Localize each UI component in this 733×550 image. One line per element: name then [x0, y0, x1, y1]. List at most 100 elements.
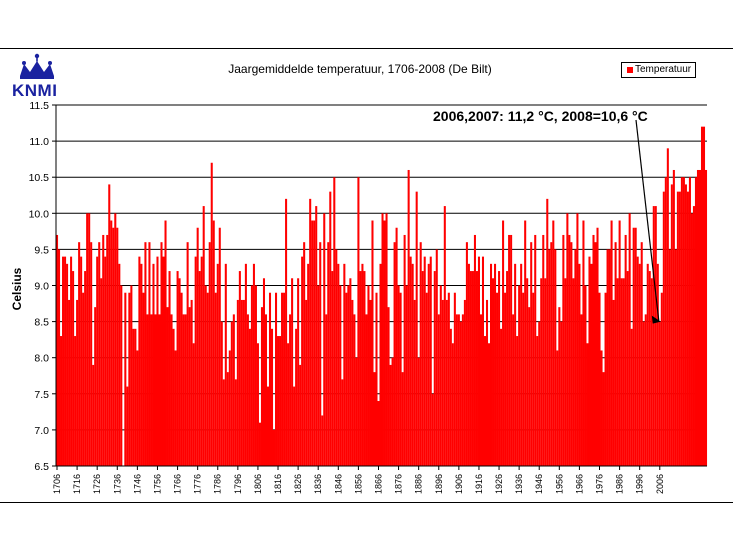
- bar: [234, 379, 237, 466]
- bar: [540, 278, 543, 466]
- bar: [522, 292, 525, 466]
- bar: [536, 336, 539, 466]
- bar: [194, 256, 197, 466]
- bar: [369, 299, 372, 466]
- bar: [550, 242, 553, 466]
- bar: [700, 126, 704, 466]
- bar: [268, 292, 272, 466]
- bar: [658, 321, 661, 466]
- bar: [295, 328, 298, 466]
- bar: [632, 227, 635, 466]
- bar: [377, 401, 380, 466]
- x-tick-label: 1996: [635, 474, 645, 494]
- bar: [323, 213, 326, 466]
- bar: [363, 271, 366, 466]
- bar: [283, 292, 286, 466]
- bar: [112, 227, 115, 466]
- bar: [556, 350, 559, 466]
- chart-title: Jaargemiddelde temperatuur, 1706-2008 (D…: [228, 62, 492, 76]
- bar: [704, 169, 708, 467]
- x-tick-label: 1906: [454, 474, 464, 494]
- bar: [345, 292, 348, 466]
- bar: [702, 126, 706, 466]
- bar: [514, 263, 517, 466]
- bar: [104, 256, 107, 466]
- bar: [592, 234, 595, 466]
- bar: [114, 213, 117, 466]
- bar: [281, 292, 284, 466]
- bar: [222, 379, 225, 466]
- y-tick-label: 9.5: [34, 244, 49, 256]
- bar: [395, 227, 398, 466]
- y-tick-label: 11.0: [29, 136, 49, 148]
- bar: [260, 307, 263, 466]
- x-tick-label: 1936: [514, 474, 524, 494]
- bar: [433, 271, 436, 466]
- bar: [166, 307, 169, 466]
- bar: [524, 220, 527, 466]
- bar: [307, 263, 310, 466]
- bar: [146, 314, 149, 466]
- bar: [379, 263, 382, 466]
- bar: [566, 213, 569, 466]
- bar: [588, 256, 591, 466]
- bar: [311, 220, 314, 466]
- bar: [256, 343, 259, 466]
- bar: [62, 256, 65, 466]
- x-tick-label: 1736: [112, 474, 122, 494]
- bar: [427, 263, 430, 466]
- bar: [387, 307, 390, 466]
- bar: [596, 227, 599, 466]
- bar: [164, 220, 167, 466]
- bar: [240, 299, 243, 466]
- bar: [329, 191, 332, 466]
- bar: [190, 299, 193, 466]
- bar: [451, 343, 454, 466]
- bar: [130, 285, 133, 466]
- bar: [698, 169, 702, 467]
- bar: [582, 220, 585, 466]
- bar: [258, 422, 261, 466]
- bar: [469, 271, 472, 466]
- bar: [528, 307, 531, 466]
- bar: [447, 292, 450, 466]
- bar: [628, 213, 631, 466]
- bar: [337, 263, 340, 466]
- bar: [184, 314, 187, 466]
- bar: [490, 263, 493, 466]
- bar: [317, 285, 320, 466]
- bar: [670, 184, 673, 467]
- bar: [198, 271, 201, 466]
- bar: [359, 271, 362, 466]
- bar: [508, 234, 511, 466]
- bar: [455, 314, 458, 466]
- bar: [666, 148, 669, 466]
- x-tick-label: 1826: [293, 474, 303, 494]
- bar: [626, 271, 629, 466]
- bar: [202, 206, 205, 466]
- bar: [558, 307, 561, 466]
- bar: [487, 343, 491, 466]
- bar: [333, 177, 336, 466]
- bar: [140, 263, 143, 466]
- logo-text: KNMI: [12, 81, 58, 100]
- x-tick-label: 1976: [595, 474, 605, 494]
- bar: [640, 242, 643, 466]
- bar: [421, 271, 424, 466]
- bar: [285, 198, 288, 467]
- bar: [692, 206, 695, 466]
- bar: [564, 278, 567, 466]
- bar: [431, 393, 434, 466]
- y-tick-label: 9.0: [34, 281, 49, 293]
- legend: Temperatuur: [621, 62, 696, 78]
- bar: [630, 328, 633, 466]
- bar: [660, 292, 663, 466]
- bar: [291, 278, 294, 466]
- bar: [254, 285, 257, 466]
- bar: [248, 328, 251, 466]
- x-tick-label: 1776: [193, 474, 203, 494]
- bar: [475, 271, 478, 466]
- x-tick-label: 1716: [72, 474, 82, 494]
- bar: [479, 314, 483, 466]
- bar: [66, 263, 69, 466]
